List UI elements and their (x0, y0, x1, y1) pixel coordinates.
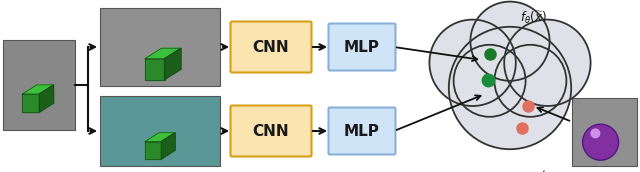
Circle shape (590, 128, 600, 138)
Bar (100, 96, 220, 166)
Text: $f_\theta(\widetilde{x}\')$: $f_\theta(\widetilde{x}\')$ (520, 170, 547, 172)
Text: MLP: MLP (344, 123, 380, 138)
Polygon shape (145, 142, 161, 159)
FancyBboxPatch shape (328, 24, 396, 71)
Circle shape (582, 124, 619, 160)
Circle shape (504, 20, 591, 106)
Circle shape (429, 20, 516, 106)
Text: CNN: CNN (253, 40, 289, 55)
Circle shape (494, 45, 566, 117)
Circle shape (454, 45, 525, 117)
Polygon shape (164, 48, 181, 80)
Polygon shape (22, 85, 54, 94)
Text: CNN: CNN (253, 123, 289, 138)
FancyBboxPatch shape (230, 22, 312, 73)
Polygon shape (39, 85, 54, 112)
Text: MLP: MLP (344, 40, 380, 55)
Text: $f_\theta(\widetilde{x})$: $f_\theta(\widetilde{x})$ (520, 10, 547, 26)
Polygon shape (22, 94, 39, 112)
Polygon shape (145, 133, 175, 142)
Bar (3, 40, 75, 130)
Bar (572, 98, 637, 166)
Polygon shape (145, 48, 181, 59)
Polygon shape (161, 133, 175, 159)
Polygon shape (145, 59, 164, 80)
FancyBboxPatch shape (328, 108, 396, 154)
Circle shape (470, 2, 550, 81)
Bar (100, 8, 220, 86)
FancyBboxPatch shape (230, 105, 312, 157)
Circle shape (449, 27, 572, 149)
